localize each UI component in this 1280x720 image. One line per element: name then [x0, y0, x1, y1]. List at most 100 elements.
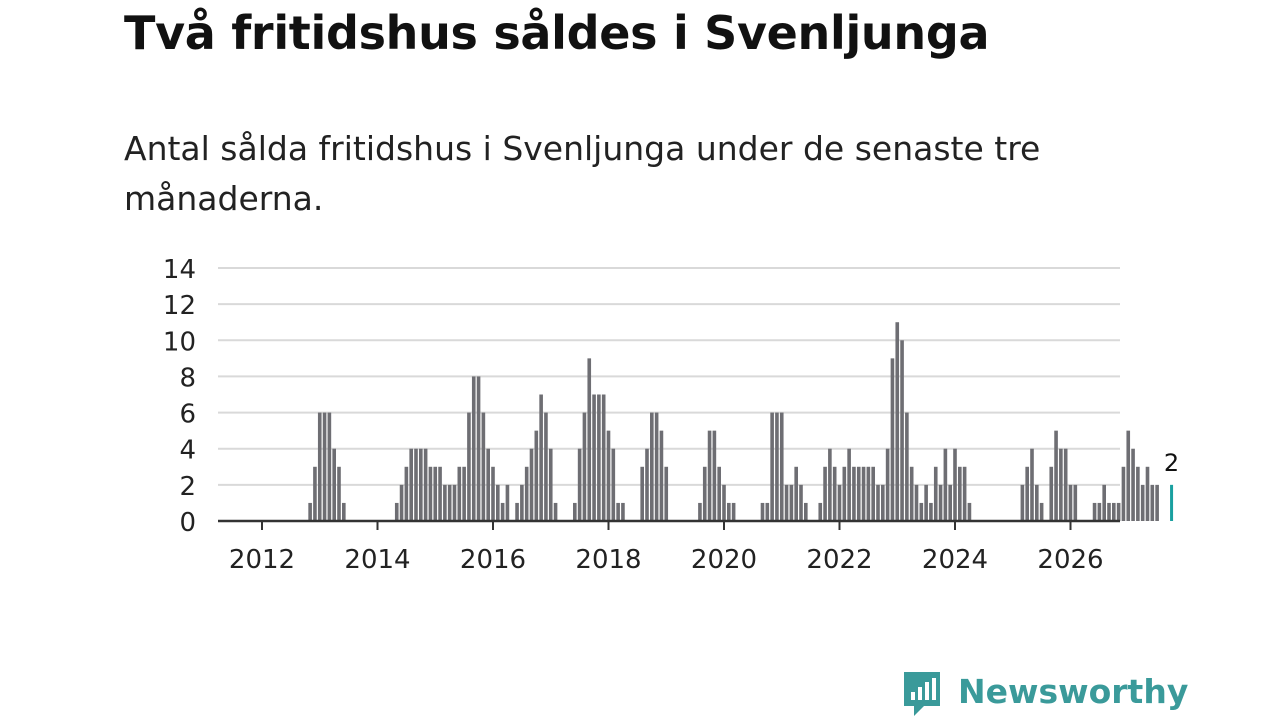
bar — [313, 466, 317, 521]
brand-name: Newsworthy — [958, 672, 1189, 711]
bar — [505, 484, 510, 521]
bar — [337, 466, 341, 521]
y-tick-label: 8 — [179, 363, 196, 393]
bar — [885, 448, 890, 521]
y-tick-label: 2 — [179, 472, 196, 502]
x-tick-label: 2020 — [691, 545, 757, 575]
bar — [524, 466, 529, 521]
bar — [539, 394, 543, 521]
x-axis: 2012 2014 2016 2018 2020 2022 2024 2026 — [218, 519, 1120, 575]
bar — [1102, 484, 1106, 521]
bar — [520, 484, 524, 521]
bar — [712, 430, 717, 521]
bar — [659, 430, 664, 521]
bar — [606, 430, 611, 521]
bar — [707, 430, 712, 521]
bar — [890, 358, 895, 521]
bar — [881, 484, 885, 521]
bar — [447, 484, 452, 521]
bar — [929, 502, 933, 521]
y-tick-label: 0 — [179, 508, 196, 538]
bar — [404, 466, 409, 521]
bar — [577, 448, 582, 521]
bar — [722, 484, 726, 521]
bar — [428, 466, 433, 521]
bar — [332, 448, 336, 521]
bar — [317, 412, 322, 521]
bar — [419, 448, 423, 521]
bar — [967, 502, 972, 521]
bar — [1155, 484, 1159, 521]
bar — [818, 502, 823, 521]
bar — [308, 502, 312, 521]
bar — [621, 502, 625, 521]
bar — [958, 466, 962, 521]
highlight-value-label: 2 — [1164, 449, 1179, 477]
bar — [842, 466, 847, 521]
bar — [650, 412, 654, 521]
bar — [856, 466, 861, 521]
bar — [1136, 466, 1140, 521]
chart-subtitle: Antal sålda fritidshus i Svenljunga unde… — [124, 129, 1041, 218]
bar — [823, 466, 827, 521]
bar — [919, 502, 924, 521]
bar — [794, 466, 798, 521]
bar — [1063, 448, 1068, 521]
bar — [327, 412, 332, 521]
bar — [481, 412, 486, 521]
bar — [597, 394, 601, 521]
bar — [804, 502, 808, 521]
bar — [467, 412, 471, 521]
x-tick-label: 2014 — [344, 545, 410, 575]
bar — [1126, 430, 1131, 521]
bar — [1025, 466, 1029, 521]
bar — [1035, 484, 1039, 521]
bar — [909, 466, 914, 521]
y-tick-label: 14 — [163, 255, 196, 285]
bar — [953, 448, 957, 521]
y-tick-label: 10 — [163, 327, 196, 357]
bar — [731, 502, 736, 521]
bar — [847, 448, 851, 521]
bar — [1054, 430, 1058, 521]
bar — [905, 412, 909, 521]
bar — [433, 466, 438, 521]
bar — [779, 412, 784, 521]
bar — [322, 412, 327, 521]
bar — [702, 466, 707, 521]
bar — [1073, 484, 1078, 521]
bar — [544, 412, 548, 521]
bar — [962, 466, 967, 521]
bar — [1150, 484, 1155, 521]
bar — [799, 484, 803, 521]
bar — [611, 448, 616, 521]
bar — [828, 448, 832, 521]
bar — [438, 466, 442, 521]
bar — [491, 466, 495, 521]
bar — [866, 466, 871, 521]
bar — [775, 412, 779, 521]
bar — [601, 394, 606, 521]
bar — [1107, 502, 1111, 521]
x-tick-label: 2026 — [1037, 545, 1103, 575]
bar — [876, 484, 880, 521]
bar — [938, 484, 943, 521]
bar — [895, 322, 900, 521]
bar — [933, 466, 938, 521]
bar — [423, 448, 428, 521]
bar — [1039, 502, 1044, 521]
y-tick-label: 6 — [179, 400, 196, 430]
bar — [534, 430, 539, 521]
bar — [500, 502, 505, 521]
bar — [727, 502, 731, 521]
bar — [399, 484, 404, 521]
bar — [943, 448, 948, 521]
bar — [515, 502, 519, 521]
bar — [496, 484, 500, 521]
bar — [476, 376, 481, 521]
bar — [587, 358, 592, 521]
bar — [548, 448, 553, 521]
bars: 2 — [308, 322, 1179, 521]
bar — [1049, 466, 1054, 521]
